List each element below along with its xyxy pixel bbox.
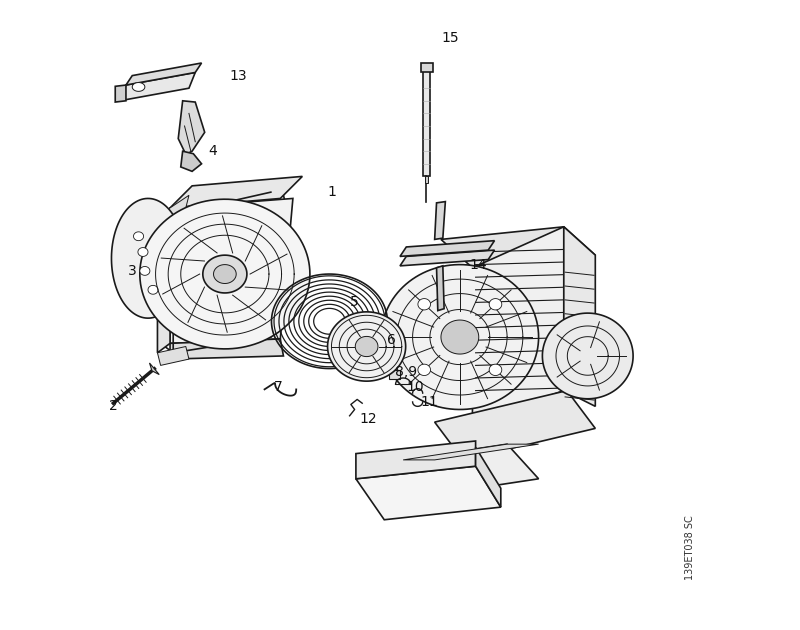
Polygon shape [138, 248, 148, 256]
Text: 13: 13 [230, 69, 247, 83]
Polygon shape [434, 202, 446, 239]
Text: 12: 12 [359, 412, 377, 426]
Polygon shape [441, 227, 595, 268]
Text: 7: 7 [274, 381, 282, 394]
Polygon shape [400, 241, 494, 256]
Text: 4: 4 [208, 144, 217, 158]
Polygon shape [356, 466, 501, 520]
Polygon shape [134, 232, 143, 241]
Polygon shape [214, 265, 236, 284]
Polygon shape [437, 266, 444, 311]
Polygon shape [140, 199, 310, 349]
Polygon shape [489, 299, 502, 310]
Polygon shape [381, 265, 538, 410]
Polygon shape [564, 227, 595, 406]
Text: 14: 14 [470, 258, 487, 272]
Polygon shape [418, 299, 430, 310]
Polygon shape [542, 313, 633, 399]
Polygon shape [111, 198, 185, 318]
Text: 15: 15 [441, 31, 458, 45]
Polygon shape [355, 336, 378, 357]
Polygon shape [140, 266, 150, 275]
Text: 139ET038 SC: 139ET038 SC [685, 515, 694, 580]
Text: 8,9: 8,9 [395, 365, 417, 379]
Polygon shape [403, 444, 538, 495]
Polygon shape [158, 346, 189, 365]
Polygon shape [150, 363, 159, 375]
Polygon shape [170, 339, 283, 359]
Text: 11: 11 [421, 395, 438, 409]
Polygon shape [115, 85, 126, 102]
Text: 2: 2 [109, 399, 118, 413]
Polygon shape [132, 83, 145, 91]
Polygon shape [327, 312, 406, 381]
Polygon shape [473, 227, 564, 422]
Polygon shape [426, 176, 428, 183]
Polygon shape [390, 370, 400, 379]
Polygon shape [400, 250, 494, 266]
Polygon shape [148, 285, 158, 294]
Polygon shape [170, 198, 293, 343]
Polygon shape [418, 364, 430, 375]
Polygon shape [158, 192, 286, 353]
Polygon shape [126, 63, 202, 85]
Text: 10: 10 [406, 381, 424, 394]
Text: 3: 3 [128, 264, 137, 278]
Polygon shape [434, 391, 595, 460]
Polygon shape [203, 255, 247, 293]
Text: 6: 6 [387, 333, 396, 347]
Polygon shape [441, 320, 478, 354]
Text: 5: 5 [350, 295, 358, 309]
Polygon shape [158, 208, 170, 353]
Polygon shape [423, 69, 430, 176]
Polygon shape [181, 151, 202, 171]
Text: 1: 1 [327, 185, 337, 199]
Polygon shape [170, 176, 302, 208]
Polygon shape [120, 72, 195, 101]
Polygon shape [178, 101, 205, 154]
Polygon shape [403, 444, 538, 460]
Polygon shape [421, 63, 433, 72]
Polygon shape [158, 195, 189, 227]
Polygon shape [475, 447, 501, 507]
Polygon shape [489, 364, 502, 375]
Polygon shape [356, 441, 475, 479]
